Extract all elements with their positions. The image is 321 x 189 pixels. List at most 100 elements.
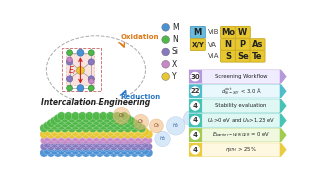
Circle shape [85,122,94,130]
Circle shape [137,144,146,152]
Circle shape [64,123,73,131]
Circle shape [71,146,80,155]
Circle shape [82,132,90,139]
Circle shape [82,134,90,143]
Circle shape [89,128,97,136]
Circle shape [137,125,146,134]
Text: $E_{barrier-HER/OER}$ = 0 eV: $E_{barrier-HER/OER}$ = 0 eV [212,131,270,139]
Circle shape [54,119,62,128]
Circle shape [43,146,52,155]
Circle shape [124,138,132,146]
Circle shape [107,125,114,132]
Text: 30: 30 [190,74,200,80]
Circle shape [120,112,128,120]
Circle shape [124,134,132,143]
Circle shape [82,127,90,134]
Circle shape [113,123,122,131]
Circle shape [109,115,118,124]
Circle shape [109,114,118,123]
Circle shape [99,128,108,136]
Circle shape [120,117,128,125]
Circle shape [124,133,132,141]
Circle shape [96,137,103,144]
FancyBboxPatch shape [250,50,265,62]
Circle shape [78,123,87,131]
Circle shape [124,137,131,144]
Circle shape [100,134,107,142]
Circle shape [82,122,90,129]
Circle shape [137,149,146,157]
Circle shape [67,85,73,91]
Circle shape [88,59,94,65]
Circle shape [86,130,93,137]
Circle shape [124,139,132,147]
Circle shape [113,136,122,145]
Circle shape [102,134,111,143]
Circle shape [50,146,59,155]
Circle shape [107,136,114,143]
Text: 4: 4 [193,147,198,153]
Circle shape [47,125,55,134]
Circle shape [96,134,104,143]
Circle shape [82,133,90,141]
Circle shape [57,128,66,136]
Circle shape [113,146,122,155]
FancyBboxPatch shape [221,50,236,62]
Circle shape [117,122,124,129]
Circle shape [89,127,96,134]
Circle shape [57,140,65,148]
Circle shape [120,136,128,145]
Circle shape [190,144,201,155]
Circle shape [82,125,90,134]
Circle shape [167,117,185,135]
Circle shape [86,125,93,132]
Circle shape [127,141,135,150]
Circle shape [102,114,111,123]
Circle shape [82,128,90,136]
Circle shape [61,114,69,123]
Circle shape [113,122,122,130]
Circle shape [96,128,104,136]
Circle shape [54,133,62,141]
Circle shape [68,128,76,136]
Circle shape [137,124,146,132]
Circle shape [54,130,62,139]
Circle shape [109,120,118,129]
Circle shape [190,115,201,126]
Circle shape [92,131,100,138]
Circle shape [162,48,169,56]
Circle shape [134,141,143,150]
Circle shape [96,127,103,134]
Circle shape [117,128,125,136]
Circle shape [61,128,69,136]
Circle shape [99,112,108,120]
Polygon shape [189,99,287,113]
Circle shape [103,128,111,136]
Circle shape [190,100,201,111]
Circle shape [106,112,115,120]
Circle shape [99,118,108,126]
Text: $O_2$: $O_2$ [137,118,145,126]
Text: VIA: VIA [207,53,219,59]
Circle shape [75,122,82,129]
Text: VIB: VIB [207,29,219,35]
Circle shape [78,118,87,126]
Circle shape [110,122,117,129]
Circle shape [64,136,73,145]
Circle shape [131,137,138,144]
Circle shape [92,136,100,145]
Circle shape [61,127,69,134]
Circle shape [92,123,100,131]
Circle shape [99,146,108,155]
Circle shape [58,134,65,142]
Circle shape [88,76,94,82]
Circle shape [68,125,76,134]
Circle shape [120,123,128,131]
Circle shape [61,122,69,129]
Circle shape [82,120,90,129]
Circle shape [114,130,121,137]
Circle shape [74,139,83,147]
Circle shape [44,134,51,142]
Circle shape [110,127,117,134]
Circle shape [57,136,65,143]
